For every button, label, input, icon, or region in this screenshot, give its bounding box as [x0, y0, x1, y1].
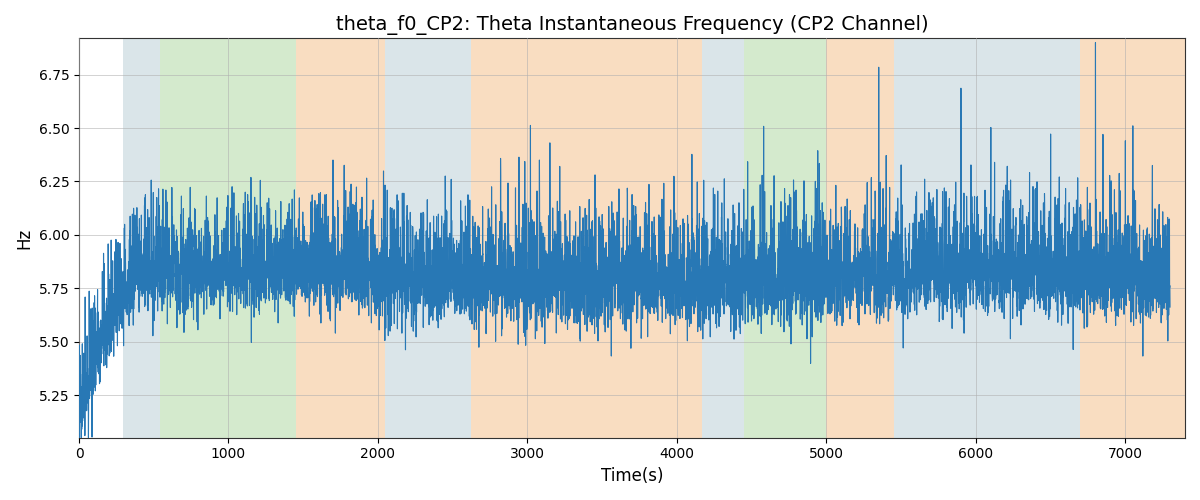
Bar	[827, 38, 894, 438]
X-axis label: Time(s): Time(s)	[601, 467, 664, 485]
Bar	[744, 38, 827, 438]
Bar	[894, 38, 1080, 438]
Bar	[470, 38, 702, 438]
Title: theta_f0_CP2: Theta Instantaneous Frequency (CP2 Channel): theta_f0_CP2: Theta Instantaneous Freque…	[336, 15, 929, 35]
Bar	[161, 38, 295, 438]
Bar	[385, 38, 470, 438]
Y-axis label: Hz: Hz	[14, 228, 32, 248]
Bar	[295, 38, 385, 438]
Bar	[124, 38, 161, 438]
Bar	[1080, 38, 1186, 438]
Bar	[702, 38, 744, 438]
